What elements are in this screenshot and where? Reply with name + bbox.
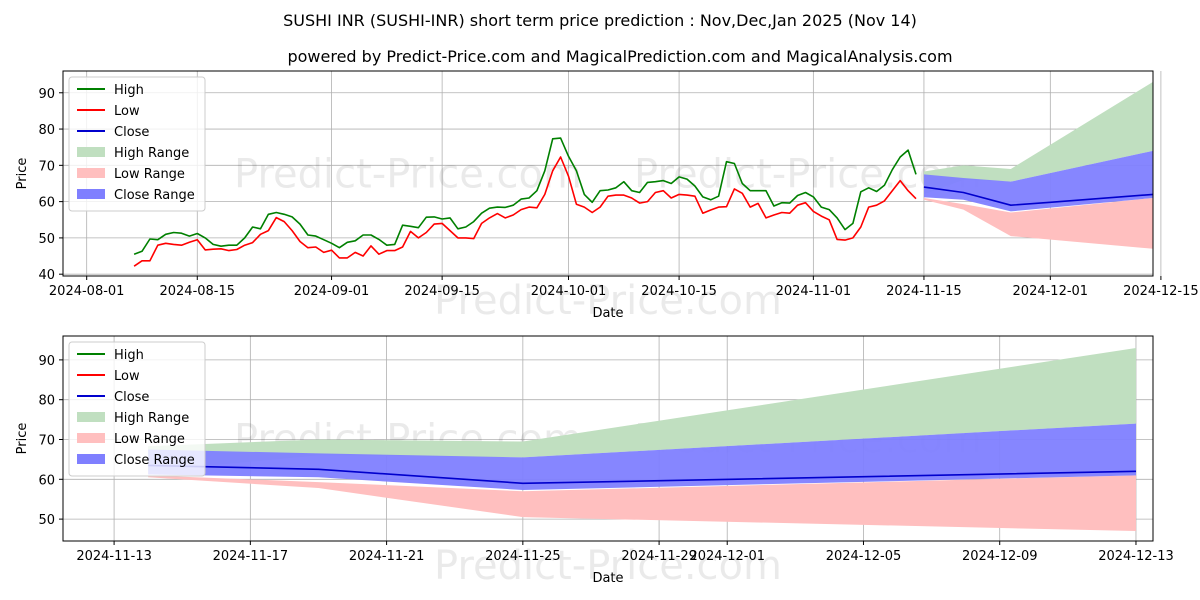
legend-label: Close Range bbox=[114, 188, 195, 203]
close-series-line bbox=[148, 464, 1137, 485]
plot-frame bbox=[62, 335, 1154, 542]
legend-label: Low bbox=[114, 369, 140, 384]
y-axis-label: Price bbox=[15, 158, 30, 190]
y-tick-label: 50 bbox=[38, 232, 55, 247]
x-tick-label: 2024-11-25 bbox=[485, 549, 561, 564]
high-series-line bbox=[133, 137, 917, 255]
x-tick-label: 2024-11-01 bbox=[776, 284, 852, 299]
y-axis-label: Price bbox=[15, 423, 30, 455]
legend-label: Close Range bbox=[114, 453, 195, 468]
x-tick-label: 2024-12-13 bbox=[1098, 549, 1174, 564]
legend-label: High bbox=[114, 348, 144, 363]
close-series-line bbox=[923, 186, 1154, 206]
x-tick-label: 2024-10-01 bbox=[531, 284, 607, 299]
low-range-band bbox=[148, 475, 1136, 532]
x-tick-label: 2024-11-29 bbox=[621, 549, 697, 564]
bottom-panel: Predict-Price.comPredict-Price.comPredic… bbox=[15, 335, 1174, 589]
x-tick-label: 2024-12-01 bbox=[1013, 284, 1089, 299]
y-tick-label: 90 bbox=[38, 87, 55, 102]
low-series-line bbox=[133, 156, 917, 267]
watermark-text: Predict-Price.com bbox=[434, 278, 782, 324]
x-tick-label: 2024-12-01 bbox=[689, 549, 765, 564]
y-tick-label: 70 bbox=[38, 433, 55, 448]
x-axis-label: Date bbox=[592, 571, 623, 586]
legend-swatch-low-range bbox=[77, 168, 105, 178]
chart-title: SUSHI INR (SUSHI-INR) short term price p… bbox=[283, 11, 917, 30]
legend-label: Low Range bbox=[114, 167, 185, 182]
legend-label: High bbox=[114, 83, 144, 98]
x-axis-label: Date bbox=[592, 306, 623, 321]
plot-frame bbox=[62, 70, 1154, 277]
legend-label: Close bbox=[114, 390, 149, 405]
legend-label: Low bbox=[114, 104, 140, 119]
y-tick-label: 60 bbox=[38, 473, 55, 488]
x-tick-label: 2024-10-15 bbox=[641, 284, 717, 299]
legend-swatch-close-range bbox=[77, 189, 105, 199]
top-panel: Predict-Price.com Predict-Price.comPredic… bbox=[15, 70, 1199, 324]
x-tick-label: 2024-12-09 bbox=[962, 549, 1038, 564]
legend-swatch-high-range bbox=[77, 412, 105, 422]
legend-label: Low Range bbox=[114, 432, 185, 447]
legend-label: High Range bbox=[114, 146, 189, 161]
x-tick-label: 2024-11-13 bbox=[76, 549, 152, 564]
legend-swatch-high-range bbox=[77, 147, 105, 157]
legend-swatch-close-range bbox=[77, 454, 105, 464]
y-tick-label: 80 bbox=[38, 394, 55, 409]
watermark-text: Predict-Price.com bbox=[434, 543, 782, 589]
low-range-band bbox=[923, 197, 1153, 249]
legend-swatch-low-range bbox=[77, 433, 105, 443]
legend-label: High Range bbox=[114, 411, 189, 426]
y-tick-label: 50 bbox=[38, 513, 55, 528]
chart-subtitle: powered by Predict-Price.com and Magical… bbox=[287, 47, 952, 66]
x-tick-label: 2024-12-15 bbox=[1123, 284, 1199, 299]
y-tick-label: 60 bbox=[38, 196, 55, 211]
legend-label: Close bbox=[114, 125, 149, 140]
y-tick-label: 80 bbox=[38, 123, 55, 138]
x-tick-label: 2024-08-01 bbox=[49, 284, 125, 299]
x-tick-label: 2024-09-15 bbox=[404, 284, 480, 299]
x-tick-label: 2024-11-21 bbox=[349, 549, 425, 564]
x-tick-label: 2024-12-05 bbox=[826, 549, 902, 564]
x-tick-label: 2024-11-17 bbox=[213, 549, 289, 564]
x-tick-label: 2024-09-01 bbox=[294, 284, 370, 299]
y-tick-label: 70 bbox=[38, 159, 55, 174]
close-range-band bbox=[923, 150, 1153, 212]
close-range-band bbox=[148, 423, 1136, 491]
y-tick-label: 40 bbox=[38, 268, 55, 283]
x-tick-label: 2024-08-15 bbox=[159, 284, 235, 299]
watermark-text: Predict-Price.com bbox=[234, 152, 582, 198]
y-tick-label: 90 bbox=[38, 354, 55, 369]
high-range-band bbox=[148, 347, 1136, 472]
x-tick-label: 2024-11-15 bbox=[886, 284, 962, 299]
